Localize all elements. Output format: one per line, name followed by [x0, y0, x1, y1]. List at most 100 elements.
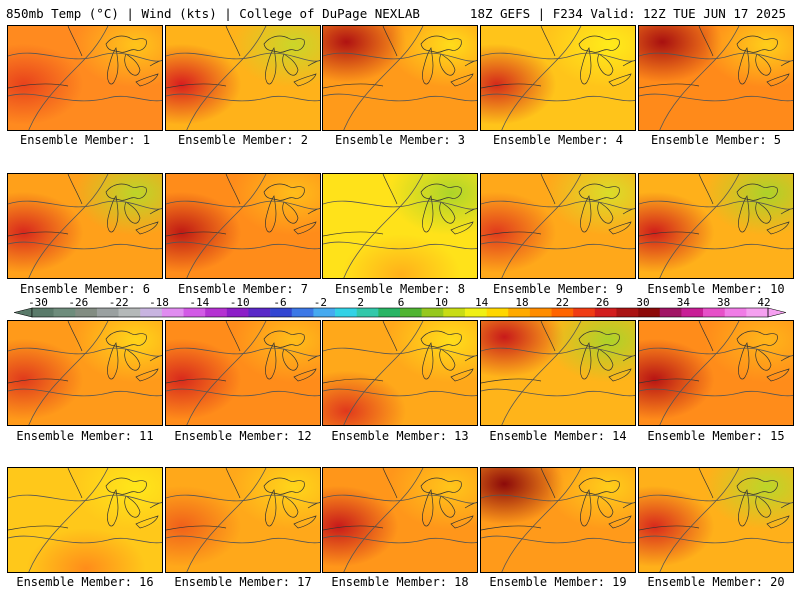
colorbar-segment: [508, 308, 531, 317]
ensemble-member-label: Ensemble Member: 6: [19, 282, 151, 296]
cool-region: [166, 468, 320, 572]
colorbar-segment: [118, 308, 141, 317]
ensemble-member-map: [480, 467, 636, 573]
great-lakes-outline: [8, 174, 162, 237]
colorbar-tick-label: -2: [313, 296, 327, 309]
colorbar-segment: [356, 308, 379, 317]
height-contours: [481, 26, 635, 130]
colorbar-segment: [486, 308, 509, 317]
great-lakes-outline: [166, 174, 320, 237]
temperature-field-map: [639, 26, 793, 130]
ensemble-member-map: [165, 467, 321, 573]
ensemble-member-map: [480, 25, 636, 131]
ensemble-member-label: Ensemble Member: 16: [16, 575, 154, 589]
temperature-field-map: [323, 174, 477, 278]
temperature-field-map: [481, 468, 635, 572]
model-run-valid-time: 18Z GEFS | F234 Valid: 12Z TUE JUN 17 20…: [469, 6, 786, 21]
temperature-field-map: [639, 468, 793, 572]
ensemble-member-label: Ensemble Member: 5: [650, 133, 782, 147]
great-lakes-outline: [8, 26, 162, 89]
colorbar-segment: [746, 308, 769, 317]
height-contours: [8, 174, 162, 278]
colorbar-tick-label: -22: [108, 296, 129, 309]
great-lakes-outline: [481, 321, 635, 384]
colorbar-max-arrow: [767, 307, 786, 318]
ensemble-member-map: [165, 25, 321, 131]
height-contours: [323, 26, 477, 130]
height-contours: [481, 468, 635, 572]
ensemble-member-map: [322, 320, 478, 426]
great-lakes-outline: [8, 468, 162, 531]
temperature-field-map: [639, 321, 793, 425]
colorbar-segment: [573, 308, 596, 317]
colorbar-tick-label: -10: [229, 296, 250, 309]
colorbar-segment: [551, 308, 574, 317]
height-contours: [481, 174, 635, 278]
colorbar-segment: [659, 308, 682, 317]
colorbar-segment: [32, 308, 54, 317]
ensemble-member-map: [7, 467, 163, 573]
colorbar-tick-label: 30: [636, 296, 650, 309]
temperature-field-map: [639, 174, 793, 278]
cool-region: [166, 26, 320, 130]
colorbar-segment: [724, 308, 747, 317]
colorbar-segment: [335, 308, 358, 317]
great-lakes-outline: [323, 26, 477, 89]
colorbar-segment: [681, 308, 704, 317]
cool-region: [166, 174, 320, 278]
colorbar-segment: [226, 308, 249, 317]
colorbar-segment: [248, 308, 271, 317]
ensemble-member-map: [7, 173, 163, 279]
colorbar-tick-label: 34: [676, 296, 690, 309]
cool-region: [639, 468, 793, 572]
great-lakes-outline: [323, 468, 477, 531]
temperature-field-map: [481, 26, 635, 130]
colorbar-segment: [464, 308, 487, 317]
great-lakes-outline: [639, 468, 793, 531]
great-lakes-outline: [166, 321, 320, 384]
ensemble-member-label: Ensemble Member: 8: [334, 282, 466, 296]
height-contours: [166, 26, 320, 130]
colorbar-tick-label: 22: [555, 296, 569, 309]
temperature-field-map: [481, 174, 635, 278]
temperature-field-map: [166, 321, 320, 425]
great-lakes-outline: [481, 468, 635, 531]
height-contours: [166, 468, 320, 572]
ensemble-member-map: [322, 173, 478, 279]
great-lakes-outline: [481, 26, 635, 89]
ensemble-member-label: Ensemble Member: 10: [647, 282, 785, 296]
ensemble-member-label: Ensemble Member: 7: [177, 282, 309, 296]
colorbar-outline: [31, 307, 769, 318]
colorbar-segment: [313, 308, 336, 317]
colorbar-segment: [638, 308, 661, 317]
colorbar-tick-label: -18: [149, 296, 169, 309]
height-contours: [166, 174, 320, 278]
colorbar-tick-label: 10: [434, 296, 448, 309]
great-lakes-outline: [639, 321, 793, 384]
colorbar-segment: [421, 308, 444, 317]
ensemble-member-label: Ensemble Member: 15: [647, 429, 785, 443]
ensemble-member-label: Ensemble Member: 13: [331, 429, 469, 443]
colorbar-segment: [378, 308, 401, 317]
colorbar-segment: [96, 308, 119, 317]
height-contours: [8, 321, 162, 425]
temperature-field-map: [8, 321, 162, 425]
cool-region: [481, 26, 635, 130]
colorbar-segment: [75, 308, 98, 317]
colorbar-segment: [140, 308, 163, 317]
height-contours: [481, 321, 635, 425]
cool-region: [639, 26, 793, 130]
cool-region: [323, 174, 477, 278]
cool-region: [8, 321, 162, 425]
ensemble-member-label: Ensemble Member: 2: [177, 133, 309, 147]
great-lakes-outline: [639, 26, 793, 89]
temperature-field-map: [8, 174, 162, 278]
height-contours: [166, 321, 320, 425]
colorbar-segment: [703, 308, 726, 317]
ensemble-member-label: Ensemble Member: 9: [492, 282, 624, 296]
cool-region: [639, 174, 793, 278]
ensemble-member-map: [322, 25, 478, 131]
ensemble-member-map: [638, 25, 794, 131]
height-contours: [639, 26, 793, 130]
temperature-field-map: [323, 321, 477, 425]
